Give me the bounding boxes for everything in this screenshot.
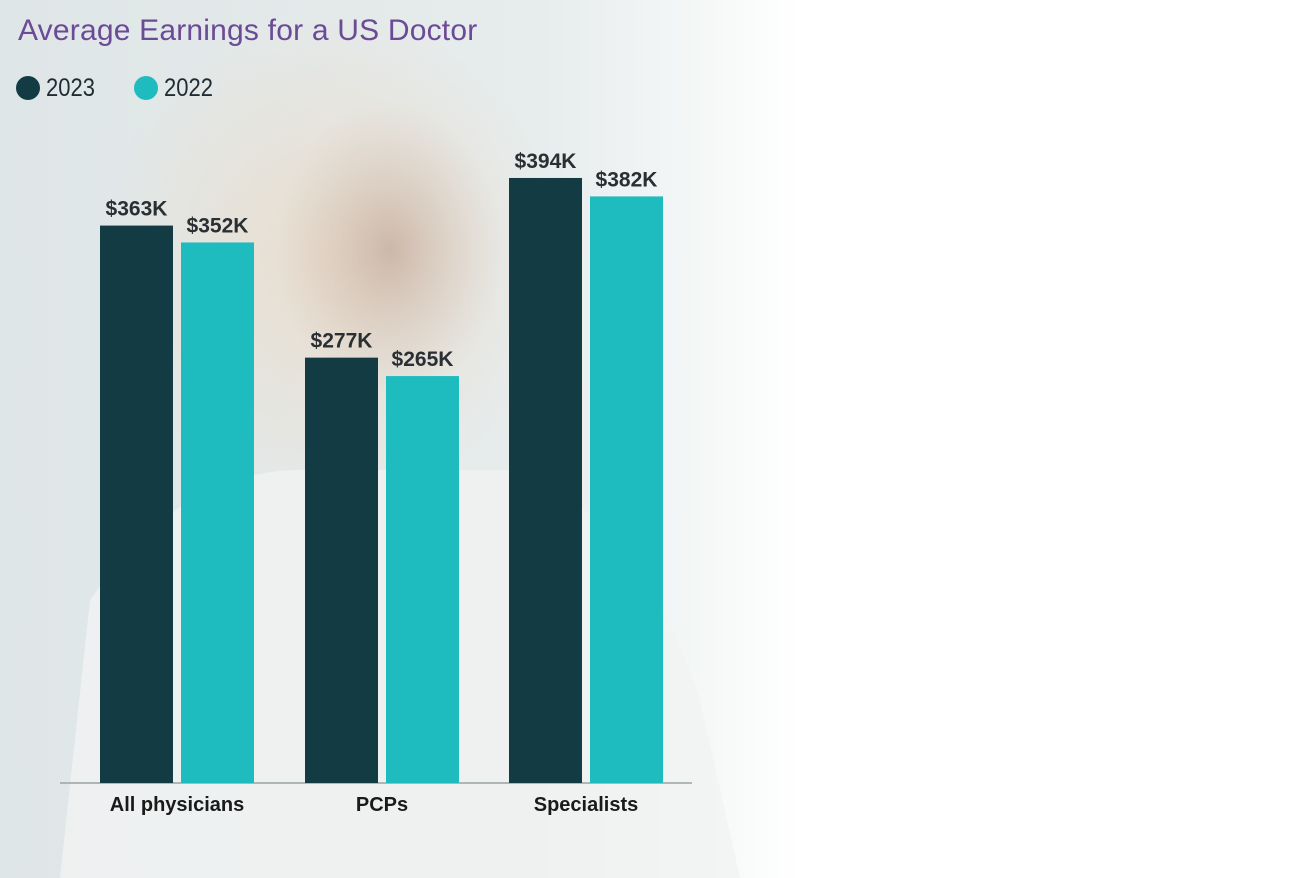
bar-2023-1 (305, 357, 378, 783)
legend-label-2023: 2023 (46, 73, 95, 102)
legend-label-2022: 2022 (163, 73, 213, 102)
legend: 2023 2022 (16, 72, 251, 104)
x-tick-label-2: Specialists (534, 794, 639, 816)
legend-swatch-2022 (133, 76, 158, 100)
legend-item-2023: 2023 (16, 74, 102, 103)
x-tick-label-0: All physicians (110, 794, 245, 816)
bar-2022-2 (590, 196, 663, 783)
data-label-2022-1: $265K (392, 348, 454, 371)
data-label-2023-1: $277K (311, 330, 373, 353)
data-label-2022-0: $352K (187, 214, 249, 237)
bar-2023-0 (100, 225, 173, 783)
bar-2022-1 (386, 376, 459, 783)
bar-2022-0 (181, 242, 254, 783)
data-label-2022-2: $382K (596, 168, 658, 191)
x-tick-label-1: PCPs (356, 794, 408, 816)
bar-2023-2 (509, 177, 582, 783)
data-label-2023-2: $394K (515, 150, 577, 173)
legend-item-2022: 2022 (133, 73, 220, 103)
chart-title: Average Earnings for a US Doctor (18, 14, 478, 47)
data-label-2023-0: $363K (106, 198, 168, 221)
legend-swatch-2023 (16, 76, 40, 100)
